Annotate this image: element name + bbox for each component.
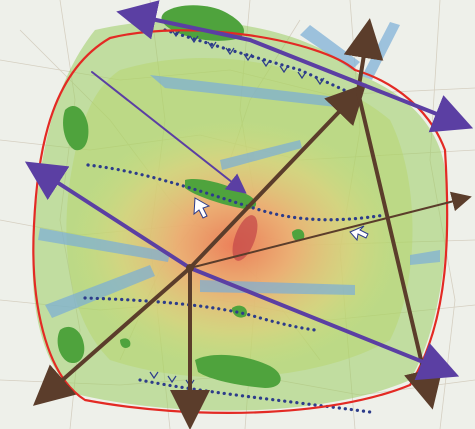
corridor-arrow — [248, 38, 474, 133]
development-axes — [32, 18, 472, 429]
flow-markers — [193, 197, 369, 242]
central-node[interactable] — [186, 264, 194, 272]
corridor-arrow — [188, 266, 460, 381]
axis-arrow — [189, 191, 472, 269]
dot-chain — [83, 296, 317, 332]
blue-wedge — [45, 265, 155, 318]
flow-arrow-icon — [349, 225, 369, 242]
core-ellipse — [232, 215, 258, 261]
axis-arrow — [32, 266, 192, 406]
flow-arrow-icon — [193, 197, 211, 219]
planning-boundary — [32, 29, 449, 414]
forest-cluster — [195, 354, 281, 388]
blue-wedge — [38, 228, 170, 262]
tick-marks — [149, 29, 325, 388]
greenbelt-lines — [83, 28, 387, 414]
transport-corridors — [24, 0, 474, 381]
forest-cluster — [57, 326, 85, 364]
forest-clusters — [57, 5, 305, 388]
blue-wedge — [220, 140, 302, 170]
blue-wedge — [150, 75, 345, 108]
axis-arrow — [188, 83, 367, 270]
forest-cluster — [63, 105, 89, 151]
corridor-arrow — [91, 71, 247, 194]
corridor-arrow — [24, 161, 192, 270]
forest-cluster — [292, 229, 305, 242]
dot-chain — [163, 28, 357, 97]
forest-cluster — [185, 179, 257, 210]
blue-wedge — [200, 280, 355, 295]
corridor-arrow — [116, 0, 252, 42]
blue-wedge — [410, 250, 440, 265]
dot-chain — [86, 163, 387, 222]
dot-chain — [138, 378, 372, 414]
forest-cluster — [120, 338, 131, 348]
